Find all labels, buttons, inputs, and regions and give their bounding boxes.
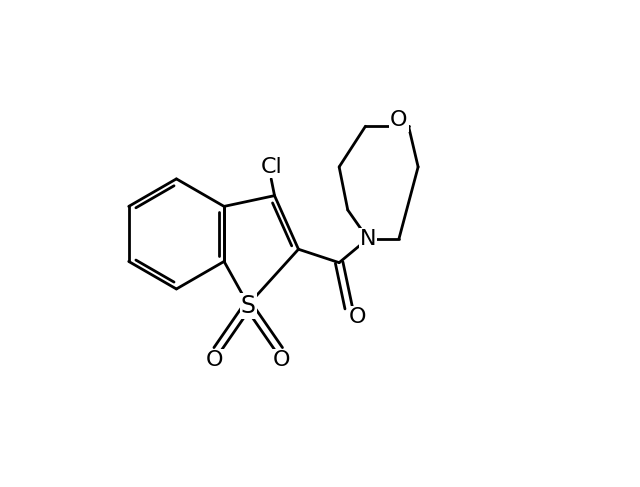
- Text: N: N: [360, 229, 376, 249]
- Text: S: S: [241, 294, 256, 318]
- Text: O: O: [390, 111, 408, 131]
- Text: Cl: Cl: [260, 157, 282, 177]
- Text: O: O: [349, 307, 366, 327]
- Text: O: O: [206, 350, 223, 370]
- Text: O: O: [273, 350, 291, 370]
